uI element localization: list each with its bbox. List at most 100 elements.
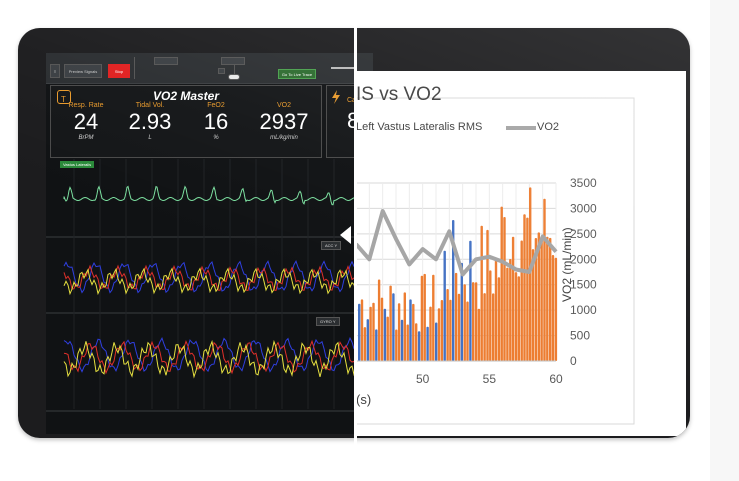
acc-channel-chip[interactable]: ACC Y — [321, 241, 342, 250]
rms-bar-orange — [389, 285, 392, 361]
rms-bar-blue — [460, 262, 463, 361]
rms-bar-blue — [452, 220, 455, 361]
stat-value: 2.93 — [128, 109, 172, 134]
stat-unit: % — [213, 135, 219, 141]
rms-bar-blue — [417, 331, 421, 361]
signal-plots-canvas — [46, 159, 373, 412]
rms-bar-blue — [383, 308, 387, 361]
rms-bar-orange — [429, 306, 432, 361]
scale-dropdown[interactable] — [221, 57, 245, 65]
rms-bar-orange — [523, 214, 526, 361]
auto-scale-checkbox[interactable] — [218, 68, 225, 74]
rms-bar-orange — [432, 274, 435, 361]
chart-area-border — [356, 97, 635, 425]
emg-channel-chip[interactable]: Vastus Lateralis — [60, 161, 95, 168]
rms-bar-orange — [511, 236, 515, 361]
gyro-channel-chip[interactable]: GYRO Y — [316, 317, 340, 326]
stat-label: Ca — [347, 97, 356, 104]
rms-bar-orange — [380, 297, 384, 361]
acc-yellow-trace — [63, 267, 373, 296]
rms-bar-orange — [551, 255, 555, 361]
x-tick-label: 50 — [416, 372, 430, 386]
y2-tick-label: 1500 — [570, 278, 597, 292]
stat-vo2: VO2 2937 mL/kg/min — [253, 102, 315, 141]
rms-bar-blue — [426, 326, 429, 361]
vo2-master-logo-icon: T — [57, 90, 71, 104]
rms-bar-orange — [492, 293, 495, 361]
stat-label: Resp. Rate — [68, 102, 104, 109]
rms-bar-orange — [509, 259, 512, 361]
zoom-toggle[interactable] — [228, 74, 240, 80]
rms-bar-orange — [423, 273, 426, 361]
rms-bar-orange — [420, 275, 424, 361]
rms-bar-orange — [466, 301, 469, 361]
gyro-blue-trace — [63, 336, 373, 373]
preview-signals-button[interactable]: Preview Signals — [64, 64, 102, 78]
stat-unit: BrPM — [78, 135, 94, 141]
rms-bar-orange — [474, 282, 478, 361]
rms-bar-orange — [395, 329, 398, 361]
stat-value: 16 — [203, 109, 229, 134]
svg-text:T: T — [61, 95, 66, 104]
rms-bar-orange — [363, 327, 367, 361]
vo2-master-panel: T VO2 Master Resp. Rate 24 BrPM Tidal Vo… — [50, 85, 322, 158]
vo2-master-app-screen: ≡ Preview Signals Stop Go To Live Trace … — [46, 53, 373, 434]
stop-button[interactable]: Stop — [108, 64, 130, 78]
rms-bar-blue — [400, 319, 404, 361]
rms-bar-orange — [529, 187, 532, 361]
rms-bar-orange — [360, 299, 364, 361]
rms-bar-orange — [506, 267, 509, 361]
rms-bar-orange — [554, 257, 558, 361]
rms-bar-orange — [534, 238, 538, 361]
stat-resp-rate: Resp. Rate 24 BrPM — [55, 102, 117, 141]
rms-bar-orange — [437, 308, 441, 361]
x-tick-label: 55 — [483, 372, 497, 386]
rms-bar-orange — [406, 324, 409, 361]
rms-bar-orange — [520, 240, 523, 361]
rms-bar-orange — [386, 316, 389, 361]
rms-bar-orange — [415, 323, 418, 361]
go-to-live-trace-button[interactable]: Go To Live Trace — [278, 69, 316, 79]
y2-tick-label: 3000 — [570, 201, 597, 215]
divider-handle-arrow-icon[interactable] — [340, 226, 351, 244]
rms-bar-blue — [375, 329, 378, 361]
y2-tick-label: 2500 — [570, 227, 597, 241]
rms-bar-orange — [454, 272, 458, 361]
comparison-divider[interactable] — [354, 0, 357, 481]
rms-bar-orange — [483, 293, 486, 361]
rms-bar-orange — [369, 306, 372, 361]
rms-bar-orange — [497, 277, 501, 361]
menu-button[interactable]: ≡ — [50, 64, 60, 78]
rms-bar-orange — [494, 257, 498, 361]
vo2-line — [356, 209, 558, 277]
rms-bar-orange — [526, 217, 529, 361]
legend-swatch-vo2 — [506, 126, 536, 130]
rms-bar-orange — [477, 308, 481, 361]
x-tick-label: 60 — [549, 372, 563, 386]
rms-bar-orange — [480, 225, 483, 361]
excel-chart-screen: 3500 3000 2500 2000 1500 1000 500 0 50 55 60 IS vs… — [356, 71, 686, 436]
rms-bar-blue — [469, 240, 472, 361]
legend-entry-rms: Left Vastus Lateralis RMS — [356, 121, 483, 133]
rms-bar-blue — [358, 303, 361, 361]
stat-unit: L — [148, 135, 152, 141]
y2-tick-label: 3500 — [570, 176, 597, 190]
y2-tick-label: 1000 — [570, 303, 597, 317]
emg-waveform — [63, 185, 373, 208]
rms-bar-orange — [440, 300, 444, 361]
panel-title: VO2 Master — [152, 89, 220, 103]
stat-label: Tidal Vol. — [135, 102, 165, 109]
rms-bar-orange — [543, 198, 546, 361]
rms-bar-blue — [443, 250, 446, 361]
signal-plots: Vastus Lateralis ACC Y GYRO Y — [46, 159, 373, 434]
rms-bar-orange — [449, 299, 452, 361]
zoom-slider[interactable] — [331, 67, 355, 69]
gyro-yellow-trace — [63, 339, 373, 379]
rms-bar-orange — [514, 272, 518, 361]
lightning-icon — [332, 90, 340, 104]
y2-axis-label: VO2 (mL/min) — [560, 227, 574, 302]
mode-dropdown[interactable] — [154, 57, 178, 65]
stat-tidal-vol: Tidal Vol. 2.93 L — [119, 102, 181, 141]
rms-bar-orange — [540, 237, 543, 361]
y2-tick-label: 0 — [570, 354, 577, 368]
